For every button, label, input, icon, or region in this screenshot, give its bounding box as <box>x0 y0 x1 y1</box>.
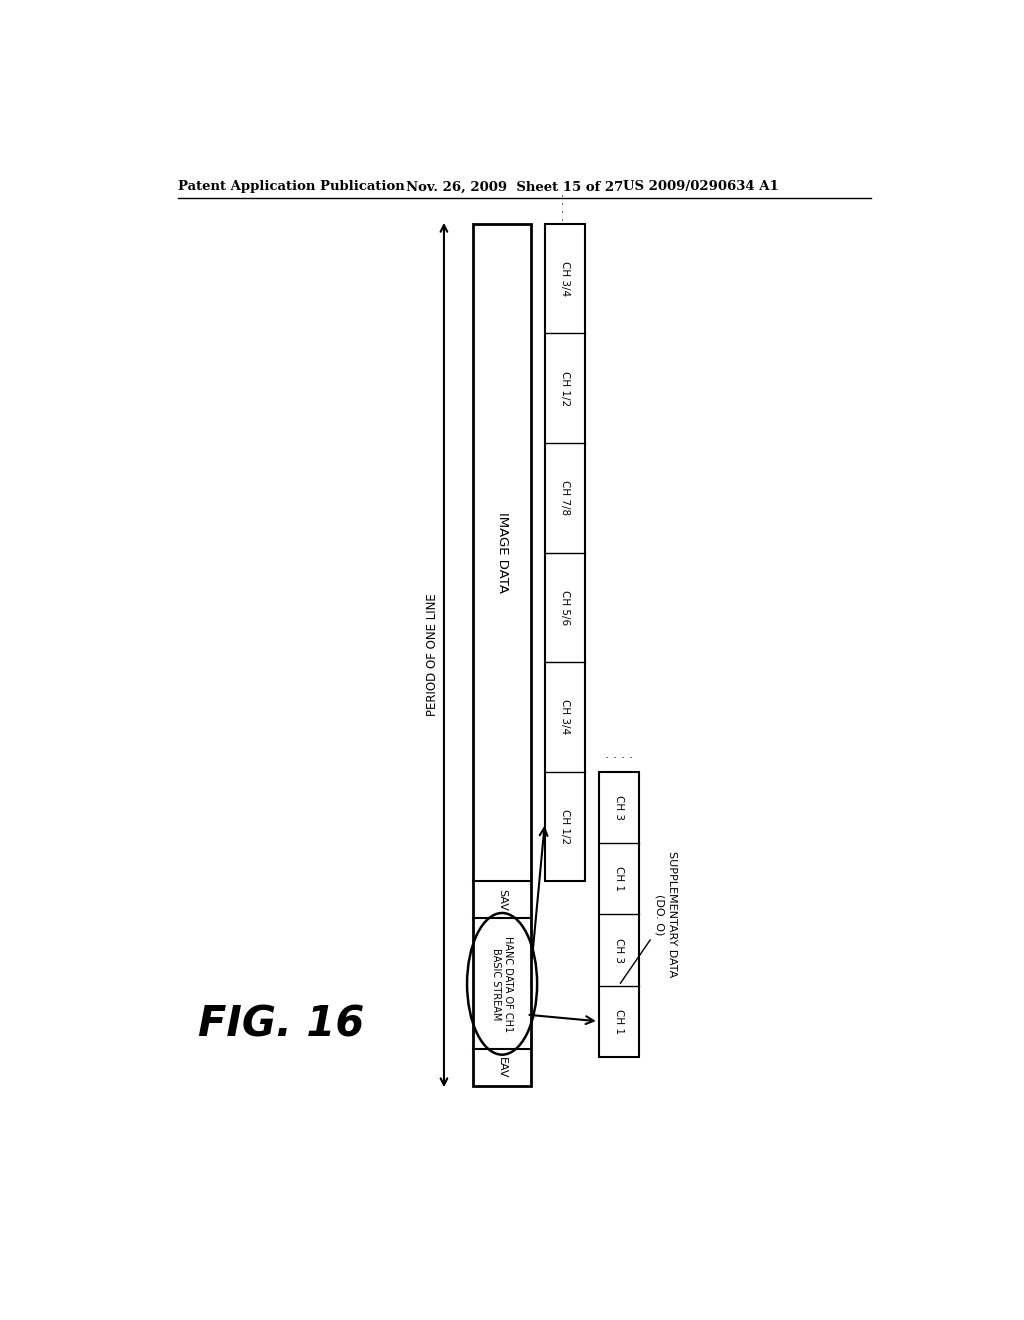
Text: US 2009/0290634 A1: US 2009/0290634 A1 <box>624 181 779 194</box>
Text: PERIOD OF ONE LINE: PERIOD OF ONE LINE <box>426 594 439 717</box>
Text: CH 5/6: CH 5/6 <box>560 590 569 624</box>
Text: Patent Application Publication: Patent Application Publication <box>178 181 406 194</box>
Bar <box>473 224 531 1086</box>
Text: CH 3/4: CH 3/4 <box>560 700 569 735</box>
Text: CH 1: CH 1 <box>613 866 624 891</box>
Text: IMAGE DATA: IMAGE DATA <box>496 512 509 593</box>
Text: EAV: EAV <box>497 1057 507 1078</box>
Text: CH 7/8: CH 7/8 <box>560 480 569 515</box>
Text: FIG. 16: FIG. 16 <box>199 1003 365 1045</box>
Text: CH 3: CH 3 <box>613 937 624 962</box>
Text: SAV: SAV <box>497 888 507 911</box>
Text: . . . .: . . . . <box>605 748 633 762</box>
Text: HANC DATA OF CH1
BASIC STREAM: HANC DATA OF CH1 BASIC STREAM <box>492 936 513 1032</box>
Text: CH 1/2: CH 1/2 <box>560 371 569 405</box>
Text: CH 3/4: CH 3/4 <box>560 261 569 296</box>
Text: CH 3: CH 3 <box>613 795 624 820</box>
Text: SUPPLEMENTARY DATA
(DO. O): SUPPLEMENTARY DATA (DO. O) <box>655 851 677 978</box>
Bar <box>599 772 639 1057</box>
Text: CH 1/2: CH 1/2 <box>560 809 569 845</box>
Text: Nov. 26, 2009  Sheet 15 of 27: Nov. 26, 2009 Sheet 15 of 27 <box>407 181 624 194</box>
Text: . . . .: . . . . <box>558 193 571 220</box>
Text: CH 1: CH 1 <box>613 1008 624 1034</box>
Bar <box>545 224 585 882</box>
